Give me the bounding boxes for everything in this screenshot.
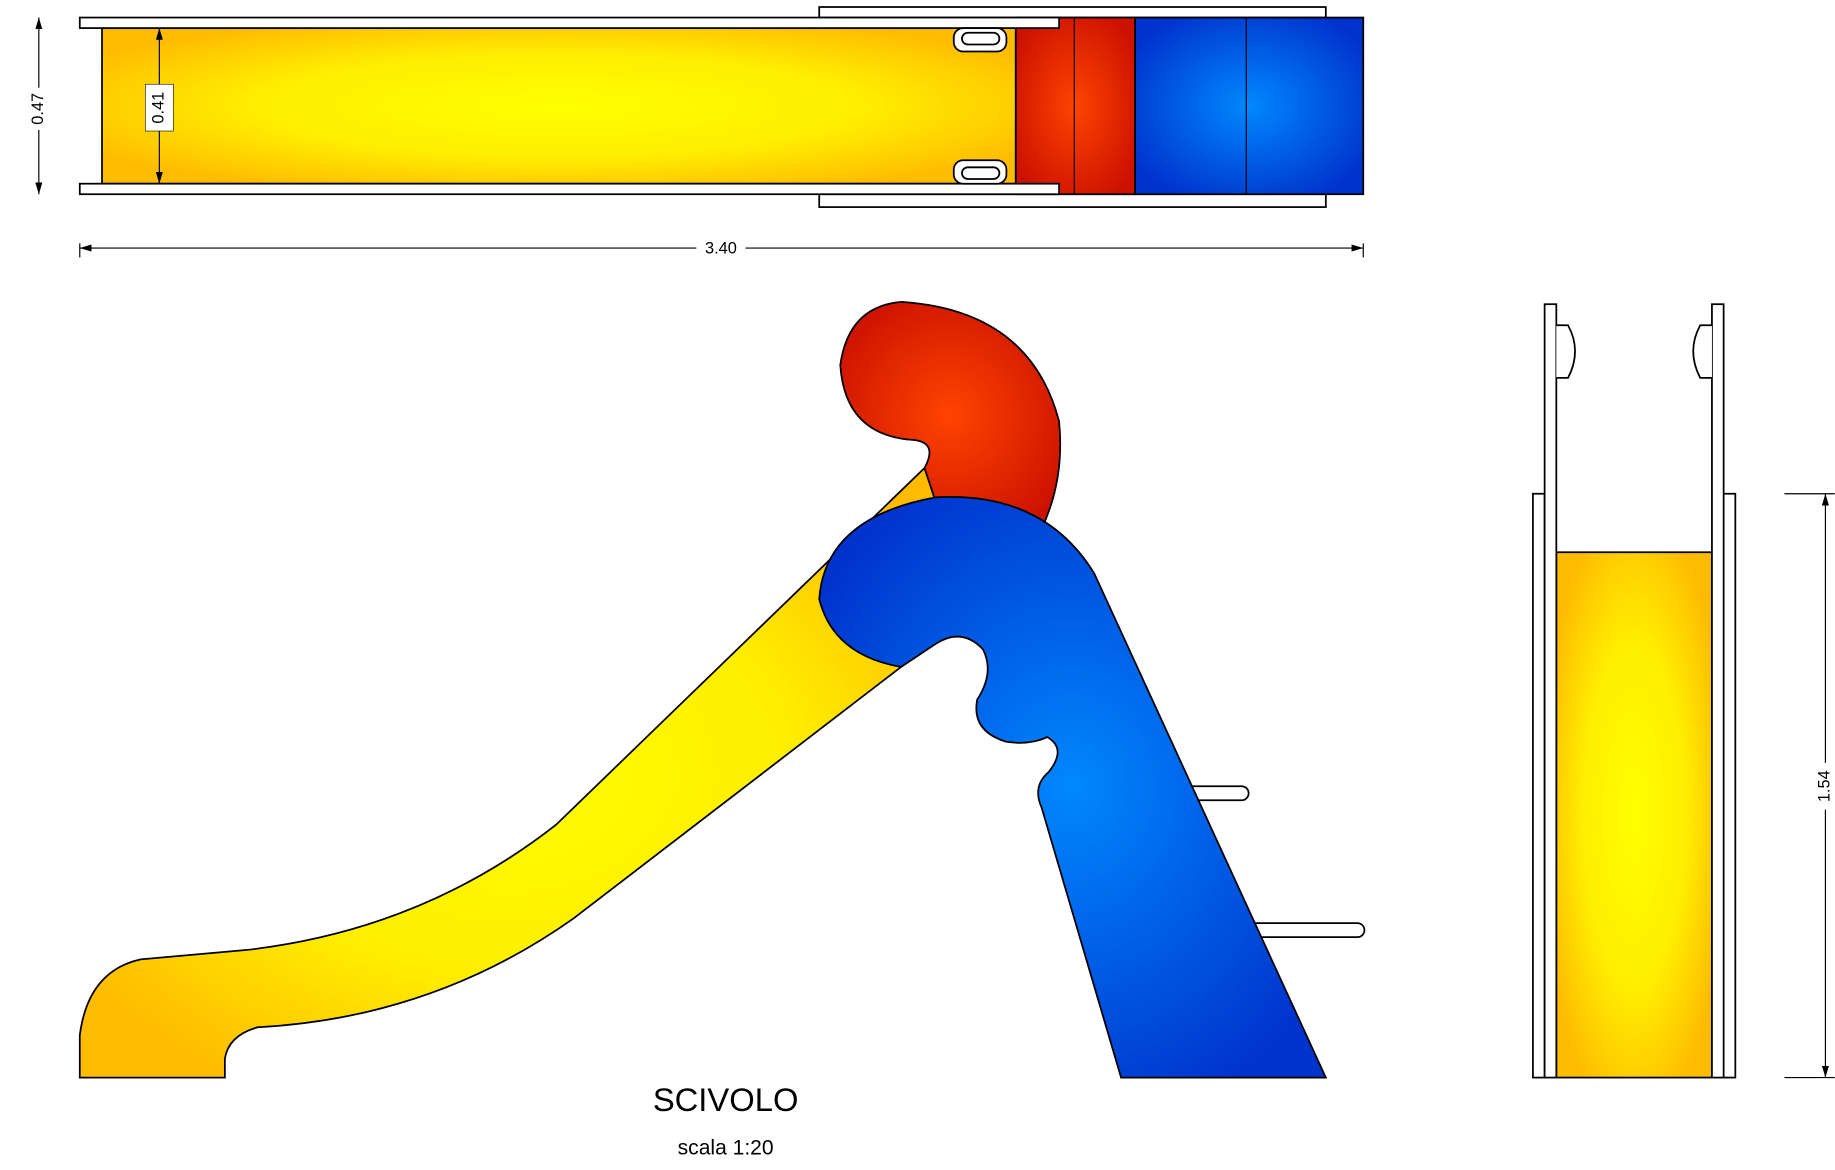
handle xyxy=(961,31,1001,46)
label-bg xyxy=(696,237,746,259)
blue-ladder xyxy=(818,495,1328,1079)
dimension-label: 3.40 xyxy=(705,240,737,258)
handle xyxy=(961,166,1001,180)
front-view xyxy=(1532,303,1737,1079)
slide-bed xyxy=(1555,551,1713,1079)
red-panel xyxy=(1014,16,1136,196)
side-plank xyxy=(1543,303,1558,1079)
rail xyxy=(818,6,1327,19)
label-bg xyxy=(1813,762,1835,810)
side-plank xyxy=(78,16,1060,29)
outer-plate xyxy=(1722,492,1737,1079)
rail xyxy=(818,193,1327,208)
side-plank xyxy=(1711,303,1725,1079)
side-view xyxy=(78,300,1366,1079)
slide xyxy=(78,466,938,1079)
red-head xyxy=(839,300,1062,530)
dimension-label: 1.54 xyxy=(1816,770,1834,802)
side-plank xyxy=(78,182,1060,196)
handle xyxy=(1692,324,1712,379)
top-view xyxy=(78,6,1365,208)
blue-panel xyxy=(1134,16,1365,196)
dimension-label: 0.41 xyxy=(150,92,168,124)
outer-plate xyxy=(1532,492,1546,1079)
handle xyxy=(1556,324,1576,379)
dimension-label: 0.47 xyxy=(29,93,47,125)
title: SCIVOLO xyxy=(653,1081,799,1118)
slide-bed xyxy=(101,27,1017,185)
label-bg xyxy=(25,87,52,130)
label-bg xyxy=(145,83,174,132)
scale: scala 1:20 xyxy=(678,1137,774,1160)
